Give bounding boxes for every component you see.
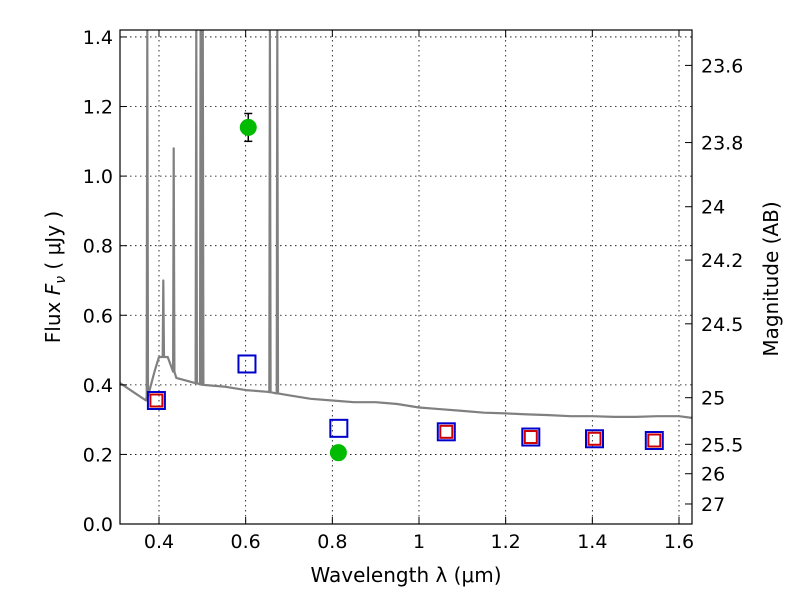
model-spectrum-line: [120, 30, 692, 419]
y-tick-label: 0.2: [83, 444, 113, 466]
magnitude-tick-label: 23.6: [701, 55, 743, 77]
x-tick-label: 0.6: [231, 531, 261, 553]
red-square-marker: [439, 424, 454, 439]
y-tick-label: 1.4: [83, 27, 113, 49]
y-tick-label: 0.0: [83, 514, 113, 536]
magnitude-tick-label: 25: [701, 388, 725, 410]
y-tick-label: 1.0: [83, 166, 113, 188]
y-tick-label: 0.4: [83, 375, 113, 397]
magnitude-tick-label: 24: [701, 197, 725, 219]
model-photometry-square: [644, 431, 664, 451]
model-photometry-square: [237, 354, 257, 374]
ticks: [120, 30, 692, 525]
x-tick-label: 0.4: [144, 531, 174, 553]
magnitude-tick-label: 23.8: [701, 133, 743, 155]
magnitude-tick-labels: 23.6 23.8 24 24.2 24.5 25 25.5 26 27: [701, 55, 743, 516]
red-square-marker: [149, 393, 164, 408]
observed-data-point: [329, 444, 347, 462]
x-axis-label: Wavelength λ (μm): [310, 563, 501, 587]
y-tick-labels: 0.0 0.2 0.4 0.6 0.8 1.0 1.2 1.4: [83, 27, 113, 536]
y-axis-label: Flux Fν ( μJy ): [41, 211, 69, 343]
spectrum: [120, 30, 692, 419]
y-tick-label: 0.6: [83, 305, 113, 327]
x-tick-label: 1.4: [577, 531, 607, 553]
grid: [120, 30, 692, 525]
y-axis-label-nu: ν: [53, 276, 69, 284]
x-tick-label: 0.8: [317, 531, 347, 553]
markers: [146, 112, 664, 462]
model-photometry-square: [521, 427, 541, 447]
y-tick-label: 1.2: [83, 97, 113, 119]
x-tick-label: 1: [413, 531, 425, 553]
y-axis-label-flux: Flux: [41, 295, 65, 343]
red-square-marker: [587, 431, 602, 446]
red-square-marker: [647, 433, 662, 448]
red-square-marker: [523, 430, 538, 445]
magnitude-tick-label: 24.2: [701, 250, 743, 272]
x-tick-label: 1.2: [491, 531, 521, 553]
magnitude-tick-label: 26: [701, 464, 725, 486]
x-tick-labels: 0.4 0.6 0.8 1 1.2 1.4 1.6: [144, 531, 694, 553]
y-axis-label-fnu: F: [41, 283, 65, 295]
observed-data-point: [239, 118, 257, 136]
plot-frame: [119, 29, 693, 525]
model-photometry-square: [329, 418, 349, 438]
model-photometry-square: [585, 429, 604, 449]
right-axis-label: Magnitude (AB): [759, 201, 783, 356]
magnitude-tick-label: 25.5: [701, 434, 743, 456]
model-photometry-square: [436, 422, 456, 442]
model-photometry-square: [146, 391, 166, 410]
y-axis-label-unit: ( μJy ): [41, 211, 65, 276]
magnitude-tick-label: 27: [701, 494, 725, 516]
magnitude-tick-label: 24.5: [701, 314, 743, 336]
x-tick-label: 1.6: [664, 531, 694, 553]
y-tick-label: 0.8: [83, 236, 113, 258]
